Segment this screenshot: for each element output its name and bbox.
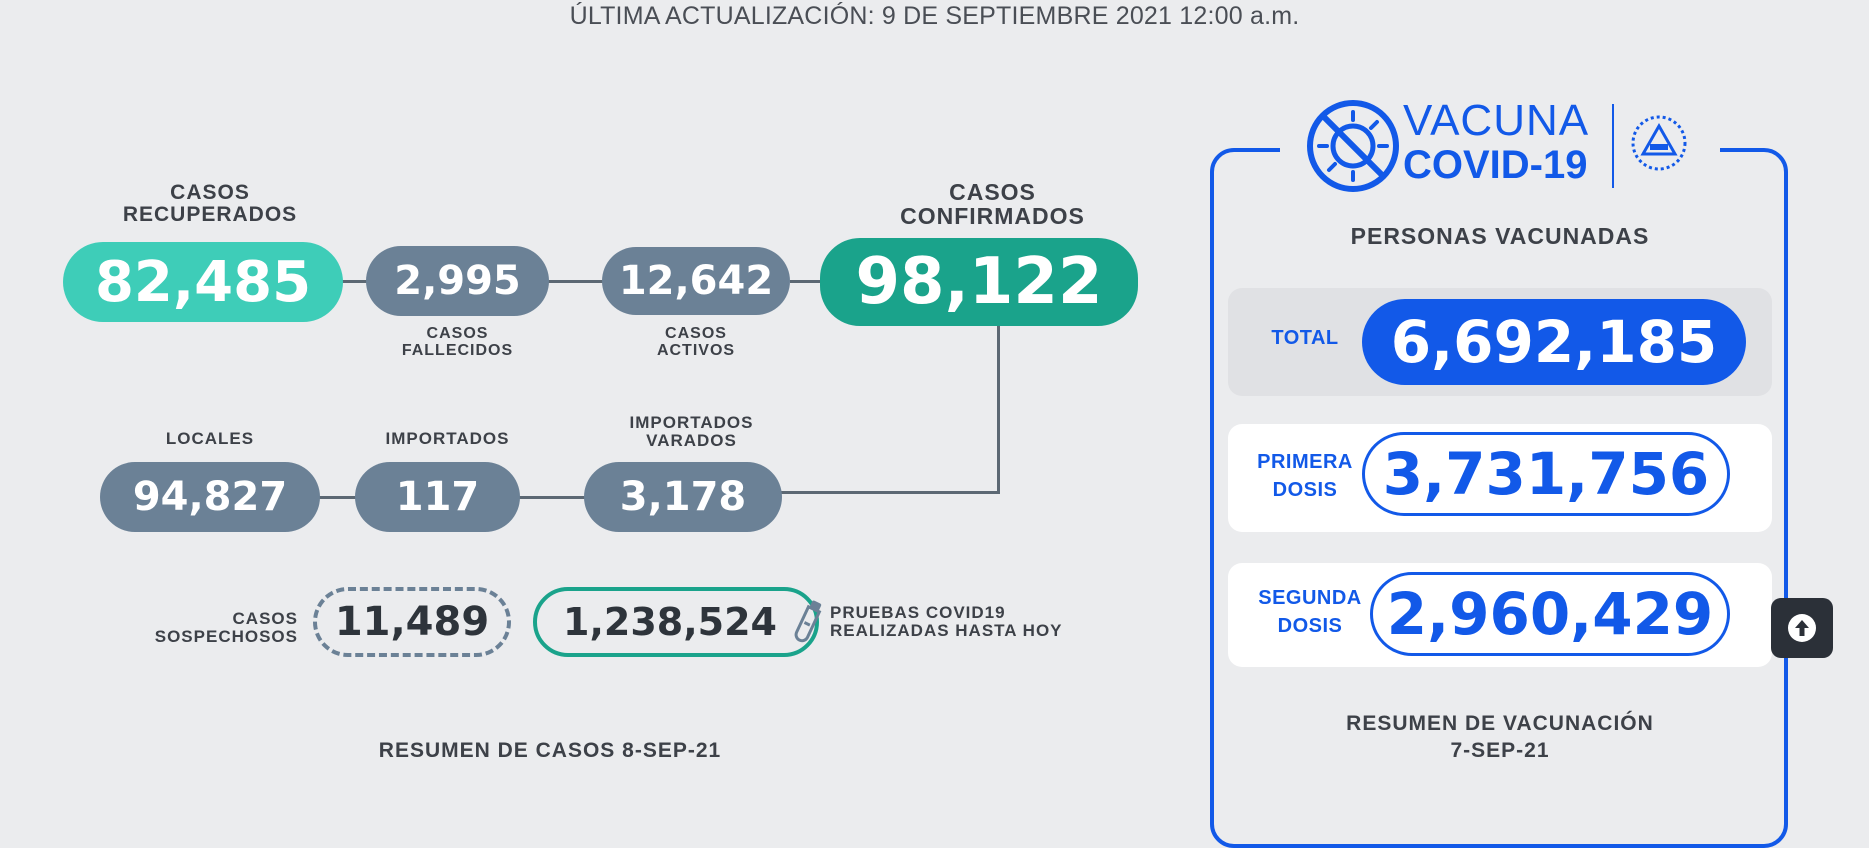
- suspected-value: 11,489: [313, 587, 511, 657]
- active-label-line2: ACTIVOS: [656, 341, 736, 359]
- stranded-value: 3,178: [584, 462, 782, 532]
- test-tube-icon: [791, 598, 825, 646]
- logo-text-covid: COVID-19: [1403, 143, 1588, 187]
- suspected-label: CASOS SOSPECHOSOS: [140, 610, 298, 646]
- recovered-value: 82,485: [63, 242, 343, 322]
- virus-crossed-icon: [1305, 98, 1401, 199]
- first-dose-label-line2: DOSIS: [1272, 479, 1338, 501]
- recovered-label-line1: CASOS: [170, 181, 250, 204]
- connector-line: [340, 280, 370, 283]
- active-value: 12,642: [602, 247, 790, 315]
- deaths-label-line1: CASOS: [426, 325, 489, 342]
- imported-value: 117: [355, 462, 520, 532]
- local-label: LOCALES: [165, 429, 255, 448]
- active-label: CASOS ACTIVOS: [602, 325, 790, 360]
- tests-label: PRUEBAS COVID19 REALIZADAS HASTA HOY: [830, 604, 1100, 640]
- recovered-label-line2: RECUPERADOS: [122, 203, 298, 227]
- recovered-label: CASOS RECUPERADOS: [80, 181, 340, 227]
- vaccine-total-label: TOTAL: [1271, 327, 1339, 349]
- vaccine-second-dose-label: SEGUNDA DOSIS: [1245, 584, 1375, 640]
- card-gap: [1280, 140, 1720, 156]
- tests-label-line1: PRUEBAS COVID19: [830, 603, 1006, 622]
- confirmed-label-line2: CONFIRMADOS: [900, 203, 1085, 230]
- last-update-text: ÚLTIMA ACTUALIZACIÓN: 9 DE SEPTIEMBRE 20…: [569, 2, 1300, 30]
- confirmed-label: CASOS CONFIRMADOS: [860, 180, 1125, 228]
- stranded-label-line2: VARADOS: [646, 430, 737, 450]
- vaccine-summary-line1: RESUMEN DE VACUNACIÓN: [1346, 712, 1654, 735]
- confirmed-value: 98,122: [820, 238, 1138, 326]
- vaccinated-title: PERSONAS VACUNADAS: [1350, 223, 1650, 249]
- second-dose-label-line1: SEGUNDA: [1258, 587, 1362, 609]
- vaccine-summary: RESUMEN DE VACUNACIÓN 7-SEP-21: [1230, 710, 1770, 765]
- connector-line: [548, 280, 604, 283]
- deaths-value: 2,995: [366, 246, 549, 316]
- connector-line: [997, 320, 1000, 494]
- imported-label: IMPORTADOS: [385, 429, 510, 448]
- vaccine-second-dose-value: 2,960,429: [1370, 572, 1730, 656]
- deaths-label: CASOS FALLECIDOS: [366, 325, 549, 360]
- active-label-line1: CASOS: [665, 325, 727, 342]
- arrow-up-icon: [1787, 613, 1817, 643]
- vaccine-first-dose-value: 3,731,756: [1362, 432, 1730, 516]
- connector-line: [518, 496, 586, 499]
- local-value: 94,827: [100, 462, 320, 532]
- confirmed-label-line1: CASOS: [949, 179, 1036, 205]
- connector-line: [318, 496, 358, 499]
- vaccine-total-value: 6,692,185: [1362, 299, 1746, 385]
- connector-line: [780, 491, 1000, 494]
- scroll-to-top-button[interactable]: [1771, 598, 1833, 658]
- second-dose-label-line2: DOSIS: [1277, 615, 1343, 637]
- tests-value: 1,238,524: [563, 600, 777, 644]
- connector-line: [790, 280, 822, 283]
- tests-pill: 1,238,524: [533, 587, 822, 657]
- vaccine-summary-line2: 7-SEP-21: [1450, 739, 1550, 763]
- logo-text-vacuna: VACUNA: [1403, 96, 1590, 145]
- suspected-label-line2: SOSPECHOSOS: [154, 626, 298, 646]
- tests-label-line2: REALIZADAS HASTA HOY: [830, 620, 1063, 640]
- coat-of-arms-icon: [1630, 114, 1688, 177]
- suspected-label-line1: CASOS: [232, 609, 298, 628]
- vaccine-logo: VACUNA COVID-19: [1305, 96, 1705, 194]
- stranded-label: IMPORTADOS VARADOS: [584, 414, 799, 450]
- logo-divider: [1612, 104, 1614, 188]
- stranded-label-line1: IMPORTADOS: [629, 413, 754, 432]
- first-dose-label-line1: PRIMERA: [1257, 451, 1353, 473]
- cases-summary: RESUMEN DE CASOS 8-SEP-21: [378, 739, 722, 762]
- deaths-label-line2: FALLECIDOS: [401, 341, 514, 359]
- vaccine-first-dose-label: PRIMERA DOSIS: [1240, 448, 1370, 504]
